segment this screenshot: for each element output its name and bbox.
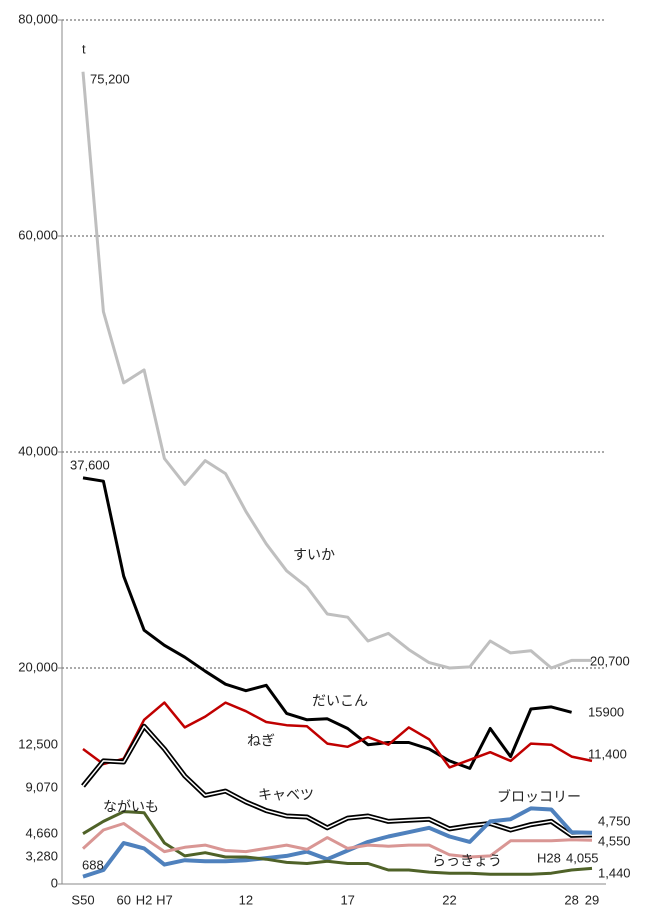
x-tick-label: 22 xyxy=(442,892,456,907)
value-label: 15900 xyxy=(588,704,624,719)
x-tick-label: 17 xyxy=(340,892,354,907)
x-tick-label: H7 xyxy=(156,892,173,907)
x-tick-label: 12 xyxy=(239,892,253,907)
x-tick-label: 29 xyxy=(585,892,599,907)
value-label: 12,500 xyxy=(18,736,58,751)
series-label: キャベツ xyxy=(258,787,314,803)
series-label: らっきょう xyxy=(432,853,502,869)
y-tick-label: 0 xyxy=(51,875,58,890)
value-label: 20,700 xyxy=(590,653,630,668)
value-label: 1,440 xyxy=(598,865,631,880)
series-label: ブロッコリー xyxy=(497,789,581,805)
value-label: 4,550 xyxy=(598,833,631,848)
series-line-inner xyxy=(82,725,593,837)
series-line xyxy=(82,701,593,769)
series-line xyxy=(82,810,593,876)
x-tick-label: H2 xyxy=(136,892,153,907)
series-line xyxy=(82,476,572,770)
series-label: ながいも xyxy=(103,799,159,815)
annotation: H28 xyxy=(537,850,561,865)
x-tick-label: S50 xyxy=(71,892,94,907)
y-axis-unit: t xyxy=(82,41,86,56)
value-label: 4,660 xyxy=(25,825,58,840)
y-tick-label: 80,000 xyxy=(18,11,58,26)
series-line xyxy=(82,806,593,879)
value-label: 3,280 xyxy=(25,848,58,863)
value-label: 11,400 xyxy=(588,746,627,761)
y-tick-label: 20,000 xyxy=(18,659,58,674)
series-line xyxy=(81,822,593,859)
x-tick-label: 60 xyxy=(116,892,130,907)
series-label: ねぎ xyxy=(247,733,275,749)
value-label: 75,200 xyxy=(90,71,130,86)
value-label: 4,750 xyxy=(598,813,631,828)
value-label: 37,600 xyxy=(70,457,110,472)
value-label: 688 xyxy=(82,857,104,872)
y-tick-label: 60,000 xyxy=(18,227,58,242)
value-label: 4,055 xyxy=(566,850,599,865)
series-label: すいか xyxy=(293,547,335,563)
x-tick-label: 28 xyxy=(564,892,578,907)
value-label: 9,070 xyxy=(25,779,58,794)
y-tick-label: 40,000 xyxy=(18,443,58,458)
series-label: だいこん xyxy=(312,693,368,709)
series-line xyxy=(81,71,592,670)
